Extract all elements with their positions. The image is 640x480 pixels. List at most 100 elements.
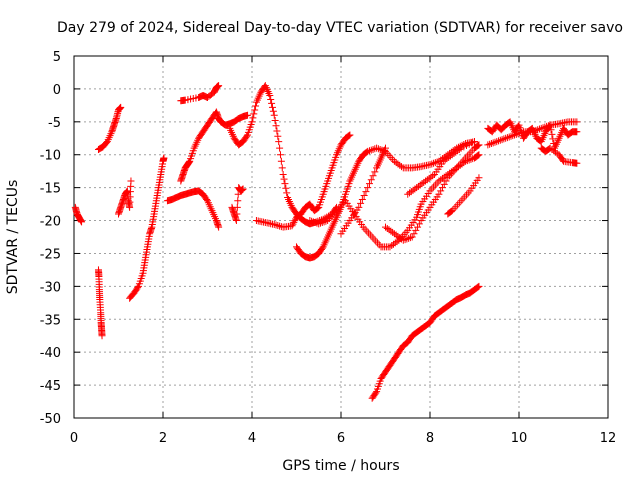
data-point [394, 232, 402, 240]
data-point [495, 137, 503, 145]
data-point [275, 138, 283, 146]
data-point [454, 147, 462, 155]
y-tick-label: -45 [40, 379, 61, 394]
axis-ticks: 0 2 4 6 8 10 12 5 0 -5 -10 -15 -20 -25 -30 -35 -40 -45 -50 [40, 50, 617, 446]
data-point [134, 284, 142, 292]
data-point [539, 124, 547, 132]
data-point [272, 122, 280, 130]
data-point [514, 130, 522, 138]
data-series [306, 151, 483, 251]
y-tick-label: -30 [40, 280, 61, 295]
data-point [273, 127, 281, 135]
y-tick-label: -5 [48, 116, 61, 131]
data-point [450, 149, 458, 157]
data-series [382, 141, 483, 244]
x-tick-label: 2 [159, 431, 167, 446]
data-point [425, 174, 433, 182]
data-point [392, 231, 400, 239]
data-point [404, 190, 412, 198]
data-point [317, 219, 325, 227]
data-point [364, 184, 372, 192]
data-point [443, 155, 451, 163]
data-series [94, 266, 106, 340]
data-point [413, 184, 421, 192]
data-point [267, 95, 275, 103]
data-point [511, 131, 519, 139]
data-point [78, 218, 86, 226]
data-point [315, 220, 323, 228]
y-tick-label: -15 [40, 182, 61, 197]
data-point [535, 125, 543, 133]
data-point [452, 148, 460, 156]
data-point [248, 118, 256, 126]
data-point [306, 217, 314, 225]
data-point [382, 223, 389, 231]
y-tick-label: 5 [53, 50, 61, 65]
data-point [406, 189, 414, 197]
data-point [279, 170, 287, 178]
data-point [516, 129, 524, 137]
data-point [322, 217, 330, 225]
data-point [505, 133, 513, 141]
data-point [433, 158, 441, 166]
data-point [276, 222, 284, 230]
data-point [414, 182, 422, 190]
data-point [127, 177, 135, 185]
data-point [270, 220, 278, 228]
data-point [290, 218, 298, 226]
x-tick-label: 10 [511, 431, 528, 446]
data-point [446, 208, 454, 216]
data-point [549, 135, 557, 143]
data-point [98, 332, 106, 340]
data-point [374, 145, 382, 153]
data-point [551, 148, 559, 156]
data-point [355, 203, 363, 211]
data-point [392, 159, 400, 167]
data-point [475, 141, 483, 149]
data-point [420, 178, 428, 186]
data-point [276, 151, 284, 159]
data-point [474, 151, 482, 159]
data-point [396, 234, 404, 242]
data-point [431, 159, 439, 167]
data-series [177, 108, 252, 185]
data-point [311, 219, 319, 227]
data-point [249, 114, 257, 122]
data-point [233, 203, 241, 211]
data-point [266, 91, 274, 99]
data-point [428, 160, 436, 168]
data-point [573, 118, 581, 126]
data-point [543, 122, 551, 130]
data-point [474, 142, 482, 150]
data-point [369, 145, 377, 153]
data-point [426, 161, 434, 169]
data-point [394, 160, 402, 168]
y-tick-label: -25 [40, 247, 61, 262]
data-series [94, 103, 125, 153]
data-point [512, 130, 520, 138]
data-point [486, 140, 494, 148]
data-series [337, 144, 389, 238]
data-point [438, 174, 446, 182]
data-point [496, 136, 504, 144]
data-point [234, 197, 242, 205]
data-series [293, 138, 478, 262]
data-point [382, 144, 389, 152]
data-point [385, 226, 393, 234]
data-point [274, 222, 282, 230]
data-point [344, 132, 352, 140]
data-point [487, 140, 495, 148]
data-point [371, 168, 379, 176]
data-point [548, 145, 556, 153]
y-tick-label: -50 [40, 412, 61, 427]
data-point [427, 173, 435, 181]
data-point [320, 218, 328, 226]
data-point [412, 226, 420, 234]
data-point [389, 228, 397, 236]
data-point [396, 161, 404, 169]
data-point [437, 187, 445, 195]
data-point [528, 128, 536, 136]
data-point [550, 147, 558, 155]
data-point [455, 145, 463, 153]
